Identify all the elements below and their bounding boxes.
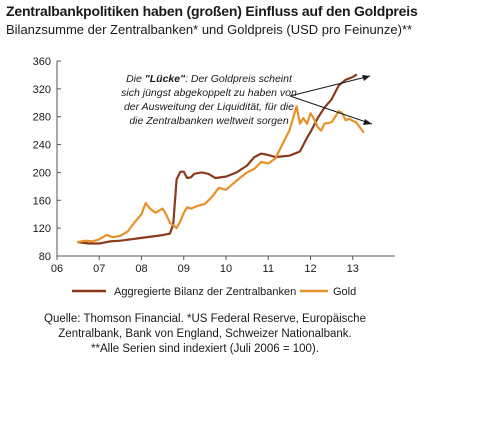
x-tick-label: 11 xyxy=(263,263,274,275)
annotation-line1-bold: "Lücke" xyxy=(145,73,186,85)
x-tick-label: 09 xyxy=(178,263,190,275)
y-tick-label: 120 xyxy=(33,223,51,235)
x-tick-label: 10 xyxy=(220,263,232,275)
x-tick-label: 07 xyxy=(93,263,105,275)
chart-subtitle: Bilanzsumme der Zentralbanken* und Goldp… xyxy=(6,22,413,37)
series-layer xyxy=(76,73,365,245)
annotation-arrowhead-upper xyxy=(362,75,370,81)
legend-label-balance: Aggregierte Bilanz der Zentralbanken xyxy=(114,286,296,298)
annotation-arrow-upper xyxy=(289,75,371,97)
svg-text:Die "Lücke": Der Goldpreis sch: Die "Lücke": Der Goldpreis scheint xyxy=(126,73,293,85)
legend-label-gold: Gold xyxy=(333,286,356,298)
y-axis: 80 120 160 200 240 280 320 360 xyxy=(33,56,61,263)
annotation-arrowhead-lower xyxy=(363,119,372,125)
source-note: Quelle: Thomson Financial. *US Federal R… xyxy=(40,312,370,357)
x-tick-label: 06 xyxy=(51,263,63,275)
annotation-arrow-lower xyxy=(289,95,373,125)
annotation-line1-prefix: Die xyxy=(126,73,145,85)
y-tick-label: 160 xyxy=(33,195,51,207)
annotation-line4: die Zentralbanken weltweit sorgen xyxy=(129,115,289,127)
annotation: Die "Lücke": Der Goldpreis scheint sich … xyxy=(121,73,373,127)
source-line-1: Quelle: Thomson Financial. *US Federal R… xyxy=(44,313,366,325)
y-tick-label: 80 xyxy=(39,251,51,263)
y-tick-label: 280 xyxy=(33,112,51,124)
x-tick-label: 08 xyxy=(135,263,147,275)
annotation-line2: sich jüngst abgekoppelt zu haben von xyxy=(121,87,297,99)
annotation-line3: der Ausweitung der Liquidität, für die xyxy=(124,101,294,113)
chart-title: Zentralbankpolitiken haben (großen) Einf… xyxy=(6,3,418,19)
y-tick-label: 200 xyxy=(33,167,51,179)
legend: Aggregierte Bilanz der Zentralbanken Gol… xyxy=(72,286,356,298)
x-tick-label: 12 xyxy=(304,263,316,275)
source-line-2: Zentralbank, Bank von England, Schweizer… xyxy=(58,328,352,340)
x-tick-label: 13 xyxy=(347,263,359,275)
source-line-3: **Alle Serien sind indexiert (Juli 2006 … xyxy=(91,343,319,355)
annotation-line1-suffix: : Der Goldpreis scheint xyxy=(185,73,293,85)
y-tick-label: 320 xyxy=(33,84,51,96)
x-axis: 06 07 08 09 10 11 12 13 xyxy=(51,256,359,275)
y-tick-label: 240 xyxy=(33,140,51,152)
y-tick-label: 360 xyxy=(33,56,51,68)
series-line-gold xyxy=(76,105,365,244)
